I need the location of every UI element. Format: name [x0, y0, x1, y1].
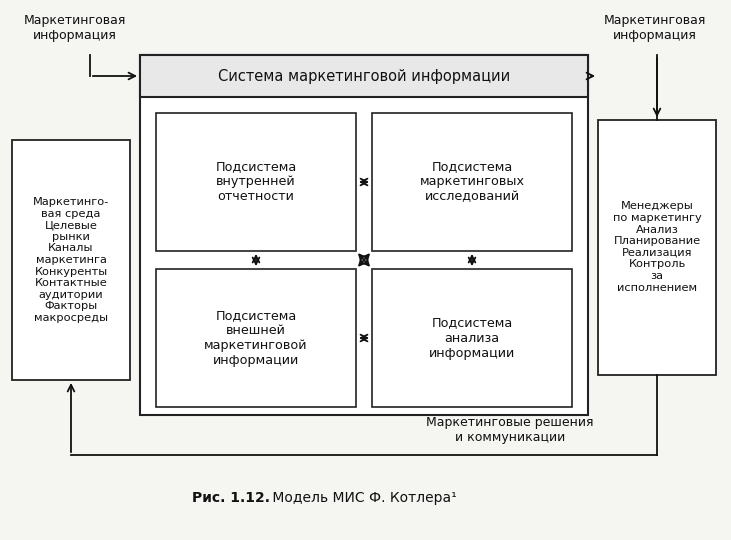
- Text: Подсистема
маркетинговых
исследований: Подсистема маркетинговых исследований: [420, 160, 525, 204]
- Bar: [598, 120, 716, 375]
- Text: Подсистема
анализа
информации: Подсистема анализа информации: [429, 316, 515, 360]
- Text: Модель МИС Ф. Котлера¹: Модель МИС Ф. Котлера¹: [268, 491, 457, 505]
- Text: Система маркетинговой информации: Система маркетинговой информации: [218, 69, 510, 84]
- Bar: [12, 140, 130, 380]
- Text: Рис. 1.12.: Рис. 1.12.: [192, 491, 270, 505]
- Bar: [156, 269, 356, 407]
- Text: Подсистема
внутренней
отчетности: Подсистема внутренней отчетности: [216, 160, 297, 204]
- Bar: [140, 55, 588, 415]
- Bar: [372, 269, 572, 407]
- Text: Маркетинговые решения
и коммуникации: Маркетинговые решения и коммуникации: [426, 416, 594, 444]
- Bar: [156, 113, 356, 251]
- Bar: [372, 113, 572, 251]
- Text: Маркетинговая
информация: Маркетинговая информация: [604, 14, 706, 42]
- Bar: [140, 55, 588, 97]
- Text: Маркетинго-
вая среда
Целевые
рынки
Каналы
маркетинга
Конкуренты
Контактные
ауди: Маркетинго- вая среда Целевые рынки Кана…: [33, 197, 109, 323]
- Text: Менеджеры
по маркетингу
Анализ
Планирование
Реализация
Контроль
за
исполнением: Менеджеры по маркетингу Анализ Планирова…: [613, 201, 701, 293]
- Text: Подсистема
внешней
маркетинговой
информации: Подсистема внешней маркетинговой информа…: [204, 309, 308, 367]
- Text: Маркетинговая
информация: Маркетинговая информация: [24, 14, 126, 42]
